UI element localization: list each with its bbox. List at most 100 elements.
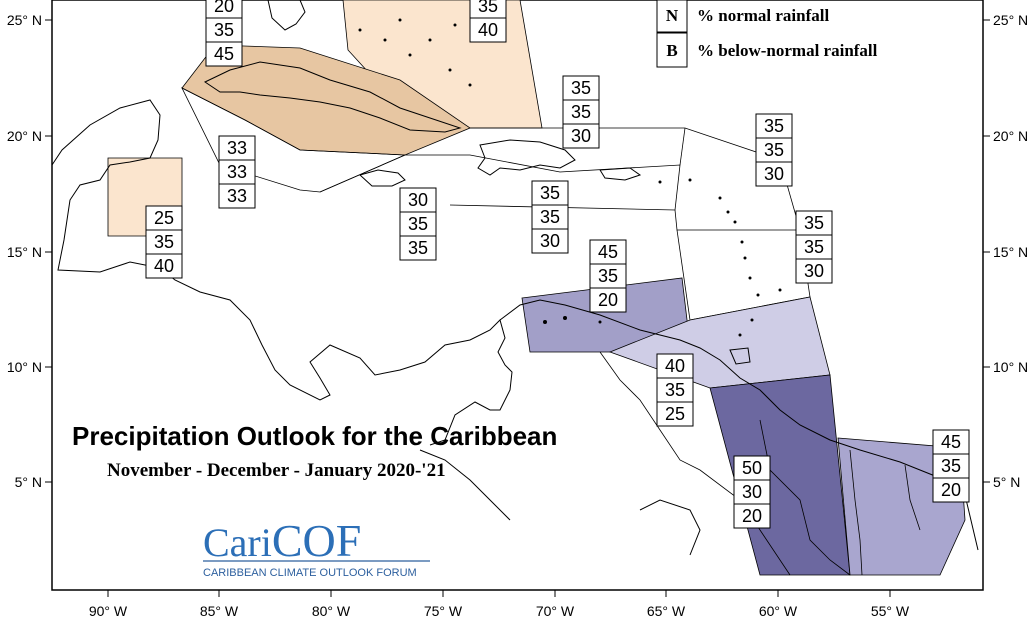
value-cell [795,258,833,284]
legend-key-normal: N [666,6,679,25]
value-cell [932,477,970,503]
map-title: Precipitation Outlook for the Caribbean [72,421,557,451]
value-cell [656,377,694,403]
value-cell [589,287,627,313]
x-tick-label: 55° W [871,603,910,619]
value-cell [531,204,569,230]
value-text: 33 [227,186,247,206]
logo-subtitle: CARIBBEAN CLIMATE OUTLOOK FORUM [203,567,417,579]
value-cell [755,161,793,187]
y-axis-ticks: 25° N 25° N 20° N 20° N 15° N 15° N 10° N 10° N… [7,12,1028,490]
logo-main: CariCOF [203,515,361,566]
legend-key-below: B [666,41,677,60]
x-tick-label: 85° W [200,603,239,619]
value-text: 35 [154,232,174,252]
value-text: 40 [154,256,174,276]
value-cell [733,503,771,529]
value-text: 20 [941,480,961,500]
value-text: 35 [571,102,591,122]
value-text: 35 [540,207,560,227]
value-text: 35 [408,238,428,258]
x-tick-label: 65° W [647,603,686,619]
value-text: 35 [571,78,591,98]
value-cell [469,17,507,43]
y-tick-label-right: 20° N [993,128,1028,144]
value-box-western-caribbean: 33 33 33 [218,135,256,209]
y-tick-label-left: 15° N [7,244,42,260]
value-text: 33 [227,162,247,182]
value-box-cuba: 20 35 45 [205,0,243,67]
value-cell [218,183,256,209]
value-box-windward-islands: 35 35 30 [795,210,833,284]
value-cell [562,123,600,149]
value-text: 35 [804,237,824,257]
value-cell [795,210,833,236]
value-text: 30 [408,190,428,210]
value-text: 30 [804,261,824,281]
value-cell [205,41,243,67]
y-tick-label-left: 25° N [7,12,42,28]
value-text: 35 [408,214,428,234]
value-cell [589,239,627,265]
value-text: 25 [665,404,685,424]
value-box-abc-islands: 45 35 20 [589,239,627,313]
value-text: 45 [598,242,618,262]
value-text: 45 [214,44,234,64]
value-cell [656,401,694,427]
value-box-hispaniola-south: 35 35 30 [531,180,569,254]
region-value-boxes: 3540203545333333253540303535353530353530… [145,0,970,529]
value-box-suriname-guiana: 45 35 20 [932,429,970,503]
value-text: 50 [742,458,762,478]
legend: N % normal rainfall B % below-normal rai… [656,0,878,68]
value-box-hispaniola-north: 35 35 30 [562,75,600,149]
value-cell [145,253,183,279]
y-tick-label-left: 5° N [15,474,42,490]
x-axis-ticks: 90° W 85° W 80° W 75° W 70° W 65° W 60° W 55° W [89,590,910,619]
value-text: 20 [598,290,618,310]
value-box-trinidad: 40 35 25 [656,353,694,427]
map-subtitle: November - December - January 2020-'21 [107,460,446,481]
value-text: 35 [804,213,824,233]
value-text: 35 [214,20,234,40]
y-tick-label-left: 20° N [7,128,42,144]
value-cell [589,263,627,289]
coastlines [51,0,979,576]
value-box-guyana: 50 30 20 [733,455,771,529]
value-text: 30 [540,231,560,251]
y-tick-label-right: 10° N [993,359,1028,375]
value-cell [399,187,437,213]
value-box-jamaica: 30 35 35 [399,187,437,261]
y-tick-label-left: 10° N [7,359,42,375]
value-text: 45 [941,432,961,452]
value-text: 30 [571,126,591,146]
value-cell [531,228,569,254]
y-tick-label-right: 15° N [993,244,1028,260]
value-text: 40 [478,20,498,40]
y-tick-label-right: 25° N [993,12,1028,28]
zone-line-leeward [679,127,686,166]
x-tick-label: 75° W [424,603,463,619]
x-tick-label: 70° W [536,603,575,619]
value-text: 25 [154,208,174,228]
value-text: 35 [941,456,961,476]
value-text: 35 [764,140,784,160]
caricof-logo: CariCOF CARIBBEAN CLIMATE OUTLOOK FORUM [203,515,430,579]
legend-text-below: % below-normal rainfall [697,41,878,60]
value-cell [755,113,793,139]
value-cell [399,235,437,261]
value-text: 40 [665,356,685,376]
value-text: 30 [742,482,762,502]
value-text: 35 [665,380,685,400]
value-text: 35 [598,266,618,286]
value-cell [795,234,833,260]
value-text: 35 [478,0,498,16]
value-text: 35 [764,116,784,136]
value-text: 20 [214,0,234,16]
x-tick-label: 80° W [312,603,351,619]
value-cell [755,137,793,163]
legend-text-normal: % normal rainfall [697,6,829,25]
value-cell [145,229,183,255]
x-tick-label: 90° W [89,603,128,619]
